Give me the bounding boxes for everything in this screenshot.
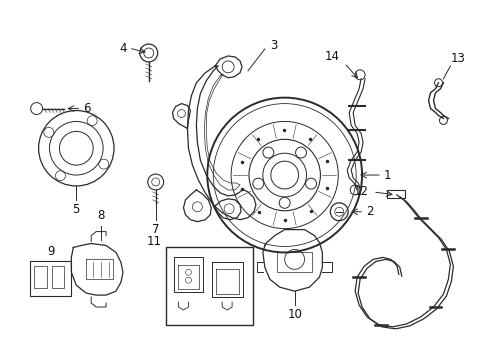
Text: 2: 2 bbox=[366, 205, 373, 218]
Text: 12: 12 bbox=[354, 185, 369, 198]
Text: 8: 8 bbox=[98, 209, 105, 222]
Bar bbox=[166, 247, 253, 325]
Text: 3: 3 bbox=[270, 39, 277, 51]
Bar bbox=[34, 266, 47, 288]
Bar bbox=[387, 190, 405, 198]
Text: 14: 14 bbox=[324, 50, 339, 63]
Text: 10: 10 bbox=[287, 309, 302, 321]
Text: 6: 6 bbox=[83, 102, 91, 115]
Bar bbox=[30, 261, 72, 296]
Text: 7: 7 bbox=[152, 223, 159, 236]
Text: 5: 5 bbox=[73, 203, 80, 216]
Text: 1: 1 bbox=[384, 168, 392, 181]
Text: 9: 9 bbox=[47, 245, 54, 258]
Bar bbox=[51, 266, 64, 288]
Text: 4: 4 bbox=[120, 41, 127, 54]
Text: 11: 11 bbox=[147, 235, 162, 248]
Text: 13: 13 bbox=[450, 53, 465, 66]
